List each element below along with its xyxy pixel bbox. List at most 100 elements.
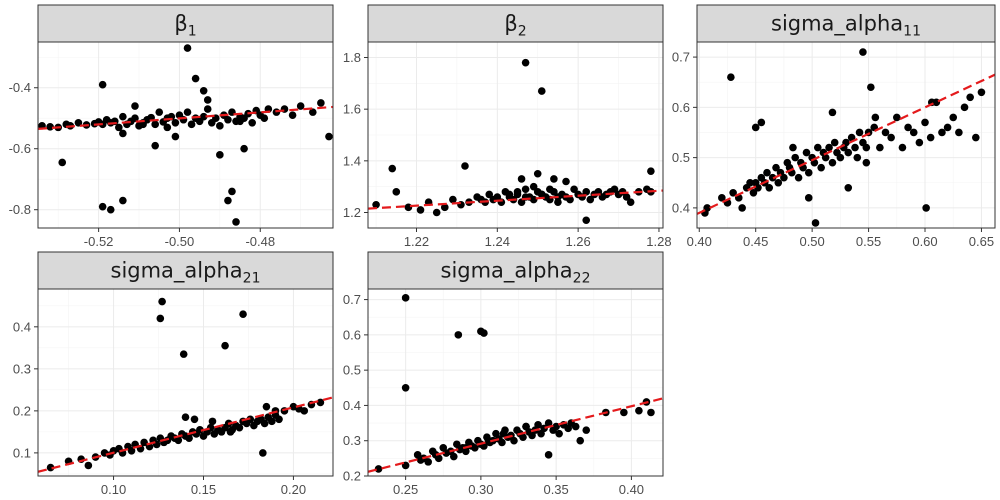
- data-point: [622, 193, 631, 201]
- data-point: [163, 123, 172, 132]
- data-point: [203, 105, 212, 113]
- data-point: [300, 407, 309, 415]
- data-point: [544, 451, 553, 459]
- data-point: [626, 198, 635, 206]
- data-point: [749, 189, 758, 197]
- data-point: [432, 208, 441, 217]
- data-point: [151, 120, 159, 129]
- data-point: [288, 111, 297, 119]
- x-tick-label: 0.25: [393, 482, 418, 497]
- data-point: [248, 119, 256, 127]
- data-point: [140, 438, 148, 447]
- x-tick-label: 0.50: [799, 234, 824, 249]
- data-point: [115, 123, 123, 132]
- data-point: [727, 73, 735, 81]
- panel-border: [696, 41, 996, 229]
- panel-background: [367, 288, 664, 477]
- data-point: [235, 423, 244, 432]
- data-point: [836, 153, 845, 162]
- reference-line: [368, 397, 663, 473]
- reference-line: [368, 189, 663, 210]
- data-point: [260, 114, 269, 123]
- data-point: [794, 173, 803, 182]
- data-point: [966, 93, 974, 102]
- data-point: [317, 99, 325, 107]
- panel-title-subscript: 11: [903, 24, 921, 40]
- data-point: [98, 80, 107, 89]
- data-point: [226, 428, 235, 436]
- data-point: [582, 426, 591, 434]
- x-tick-label: 1.22: [404, 234, 429, 249]
- data-point: [151, 141, 159, 150]
- panel-3: sigma_alpha11 0.40 0.45 0.50 0.55 0.60 0.65 0.4…: [672, 4, 996, 249]
- panel-title-text: β: [504, 12, 517, 36]
- data-point: [537, 87, 546, 95]
- data-point: [174, 436, 183, 445]
- data-point: [804, 194, 813, 202]
- data-point: [259, 449, 267, 457]
- data-point: [179, 350, 188, 358]
- data-point: [738, 204, 746, 212]
- data-point: [316, 398, 325, 407]
- data-point: [922, 204, 930, 212]
- data-point: [892, 113, 901, 122]
- panel-1: β1 -0.52 -0.50 -0.48 -0.4 -0.6 -0.8: [9, 4, 334, 249]
- data-point: [510, 436, 518, 445]
- data-point: [131, 102, 139, 110]
- data-point: [729, 189, 737, 197]
- data-point: [887, 133, 895, 142]
- panel-title-subscript: 22: [573, 271, 591, 287]
- x-tick-label: 0.35: [543, 482, 568, 497]
- data-point: [221, 341, 229, 350]
- y-tick-label: -0.6: [9, 141, 31, 156]
- x-tick-label: -0.52: [84, 234, 114, 249]
- data-point: [537, 190, 546, 199]
- data-point: [449, 452, 458, 461]
- panel-title: sigma_alpha21: [111, 259, 261, 287]
- data-point: [791, 153, 800, 162]
- data-point: [401, 294, 410, 302]
- data-point: [921, 118, 929, 127]
- data-point: [404, 203, 413, 212]
- data-point: [898, 143, 907, 152]
- data-point: [821, 153, 830, 162]
- data-point: [851, 143, 859, 152]
- data-point: [555, 429, 563, 438]
- points-layer: [38, 297, 333, 473]
- data-point: [127, 446, 136, 455]
- data-point: [183, 108, 192, 116]
- reference-line: [38, 396, 333, 473]
- data-point: [119, 129, 127, 138]
- data-point: [844, 183, 853, 192]
- panel-5: sigma_alpha22 0.25 0.30 0.35 0.40 0.2 0.3 0.4 0.…: [343, 251, 664, 497]
- panel-border: [367, 41, 664, 229]
- data-point: [461, 162, 469, 170]
- data-point: [938, 128, 946, 137]
- data-point: [521, 185, 530, 194]
- y-tick-label: 0.4: [343, 398, 361, 413]
- data-point: [533, 169, 542, 178]
- data-point: [529, 182, 538, 191]
- data-point: [522, 422, 530, 431]
- data-point: [131, 114, 139, 123]
- panel-background: [37, 288, 334, 477]
- x-tick-label: 0.40: [687, 234, 712, 249]
- data-point: [224, 196, 232, 205]
- data-point: [449, 195, 457, 204]
- data-point: [765, 183, 774, 192]
- data-point: [46, 463, 55, 472]
- data-point: [550, 175, 558, 183]
- y-tick-label: 0.7: [672, 50, 690, 65]
- data-point: [909, 128, 918, 137]
- data-point: [519, 433, 527, 441]
- data-point: [546, 185, 554, 194]
- data-point: [191, 74, 200, 83]
- data-point: [828, 108, 837, 117]
- panel-title-text: sigma_alpha: [111, 259, 243, 284]
- data-point: [521, 58, 530, 67]
- points-layer: [697, 48, 995, 227]
- data-point: [647, 408, 655, 417]
- x-tick-label: 0.65: [969, 234, 994, 249]
- points-layer: [368, 294, 663, 473]
- data-point: [216, 122, 224, 130]
